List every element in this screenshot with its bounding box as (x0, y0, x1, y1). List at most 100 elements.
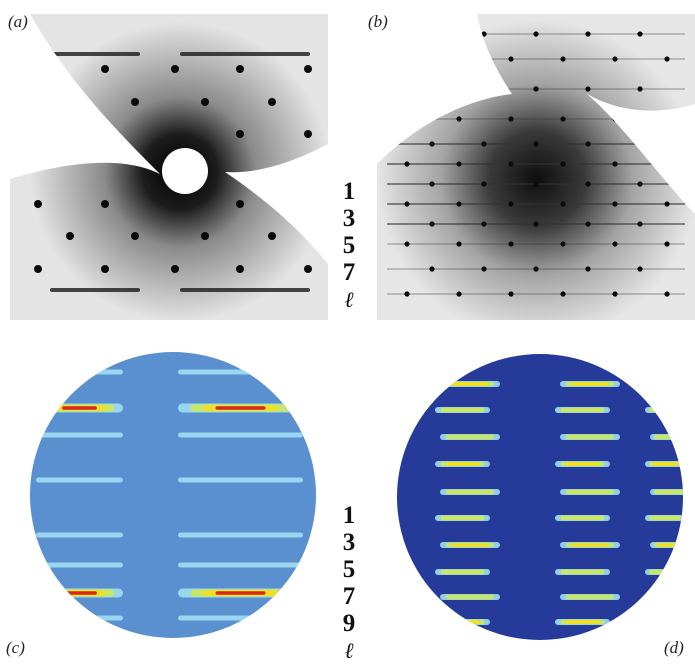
diffraction-spot (456, 116, 462, 122)
diffraction-spot (304, 130, 312, 138)
diffraction-spot (101, 65, 109, 73)
simulated-streak-core (560, 407, 605, 413)
diffraction-spot (585, 181, 591, 187)
simulated-streak (650, 381, 683, 387)
diffraction-spot (508, 116, 514, 122)
simulated-streak-core (452, 543, 488, 547)
diffraction-spot (429, 141, 435, 147)
simulated-streak-core (566, 489, 614, 495)
simulated-streak-core (649, 407, 681, 413)
diffraction-spot (585, 266, 591, 272)
diffraction-spot (560, 56, 566, 62)
diffraction-spot (304, 265, 312, 273)
diffraction-spot (637, 221, 643, 227)
simulated-streak-core (446, 462, 479, 466)
diffraction-spot (456, 161, 462, 167)
layer-line-streak (387, 293, 685, 295)
layer-label: 7 (342, 583, 356, 610)
simulation-image-d (397, 354, 683, 640)
simulated-streak (36, 432, 123, 438)
diffraction-spot (664, 201, 670, 207)
diffraction-spot (34, 65, 42, 73)
simulated-streak-core (572, 543, 608, 547)
diffraction-spot (637, 141, 643, 147)
diffraction-spot (34, 200, 42, 208)
diffraction-spot (637, 266, 643, 272)
diffraction-spot (404, 56, 410, 62)
simulated-streak-core (560, 569, 605, 575)
simulated-streak-core (649, 619, 681, 625)
diffraction-spot (404, 116, 410, 122)
diffraction-spot (268, 232, 276, 240)
simulated-streak-core (566, 620, 599, 624)
simulated-streak (178, 562, 303, 568)
simulated-streak (178, 615, 303, 621)
simulated-streak-core (658, 543, 682, 547)
simulated-streak-core (440, 515, 485, 521)
diffraction-spot (236, 200, 244, 208)
layer-line-streak (387, 243, 685, 245)
diffraction-spot (456, 291, 462, 297)
layer-label: 5 (342, 232, 356, 259)
diffraction-spot (508, 161, 514, 167)
simulated-streak-core (215, 591, 266, 595)
diffraction-spot (560, 241, 566, 247)
diffraction-spot (481, 266, 487, 272)
simulated-streak-core (654, 434, 683, 440)
diffraction-spot (34, 265, 42, 273)
simulated-streak-core (649, 515, 681, 521)
diffraction-spot (456, 241, 462, 247)
simulated-streak-core (654, 381, 683, 387)
diffraction-spot (404, 201, 410, 207)
simulated-streak-core (566, 462, 599, 466)
simulated-streak (36, 615, 123, 621)
simulated-streak (178, 477, 303, 483)
panel-label-a: (a) (8, 12, 28, 31)
diffraction-spot (508, 201, 514, 207)
diffraction-spot (481, 31, 487, 37)
diffraction-spot (429, 181, 435, 187)
simulated-streak-core (560, 515, 605, 521)
diffraction-spot (612, 56, 618, 62)
layer-symbol: ℓ (344, 287, 354, 312)
diffraction-spot (236, 65, 244, 73)
simulated-streak-core (440, 569, 485, 575)
diffraction-spot (101, 200, 109, 208)
diffraction-spot (664, 116, 670, 122)
diffraction-spot (612, 201, 618, 207)
simulated-streak (36, 562, 123, 568)
simulated-streak-core (566, 594, 614, 600)
beamstop (162, 148, 208, 194)
simulated-streak (178, 369, 303, 375)
layer-label: 3 (342, 529, 356, 556)
diffraction-spot (533, 181, 539, 187)
simulated-streak (178, 432, 303, 438)
diffraction-spot (560, 116, 566, 122)
panel-label-b: (b) (368, 12, 388, 31)
diffraction-spot (560, 291, 566, 297)
diffraction-spot (66, 232, 74, 240)
panel-label-c: (c) (6, 638, 25, 657)
diffraction-spot (533, 141, 539, 147)
diffraction-spot (664, 241, 670, 247)
layer-labels-bottom: 1 3 5 7 9 ℓ (337, 502, 361, 664)
diffraction-spot (585, 86, 591, 92)
diffraction-spot (664, 291, 670, 297)
panel-d-simulation (395, 352, 685, 642)
diffraction-spot (201, 232, 209, 240)
diffraction-spot (304, 65, 312, 73)
simulated-streak-core (446, 489, 494, 495)
diffraction-spot (637, 181, 643, 187)
simulated-streak-core (653, 462, 677, 466)
diffraction-spot (508, 291, 514, 297)
simulated-streak-core (566, 434, 614, 440)
simulated-streak-core (446, 434, 494, 440)
diffraction-spot (612, 161, 618, 167)
diffraction-spot (481, 181, 487, 187)
diffraction-spot (404, 291, 410, 297)
diffraction-spot (131, 232, 139, 240)
diffraction-spot (508, 56, 514, 62)
diffraction-spot (533, 221, 539, 227)
simulated-streak-core (653, 620, 677, 624)
simulated-streak (36, 369, 123, 375)
